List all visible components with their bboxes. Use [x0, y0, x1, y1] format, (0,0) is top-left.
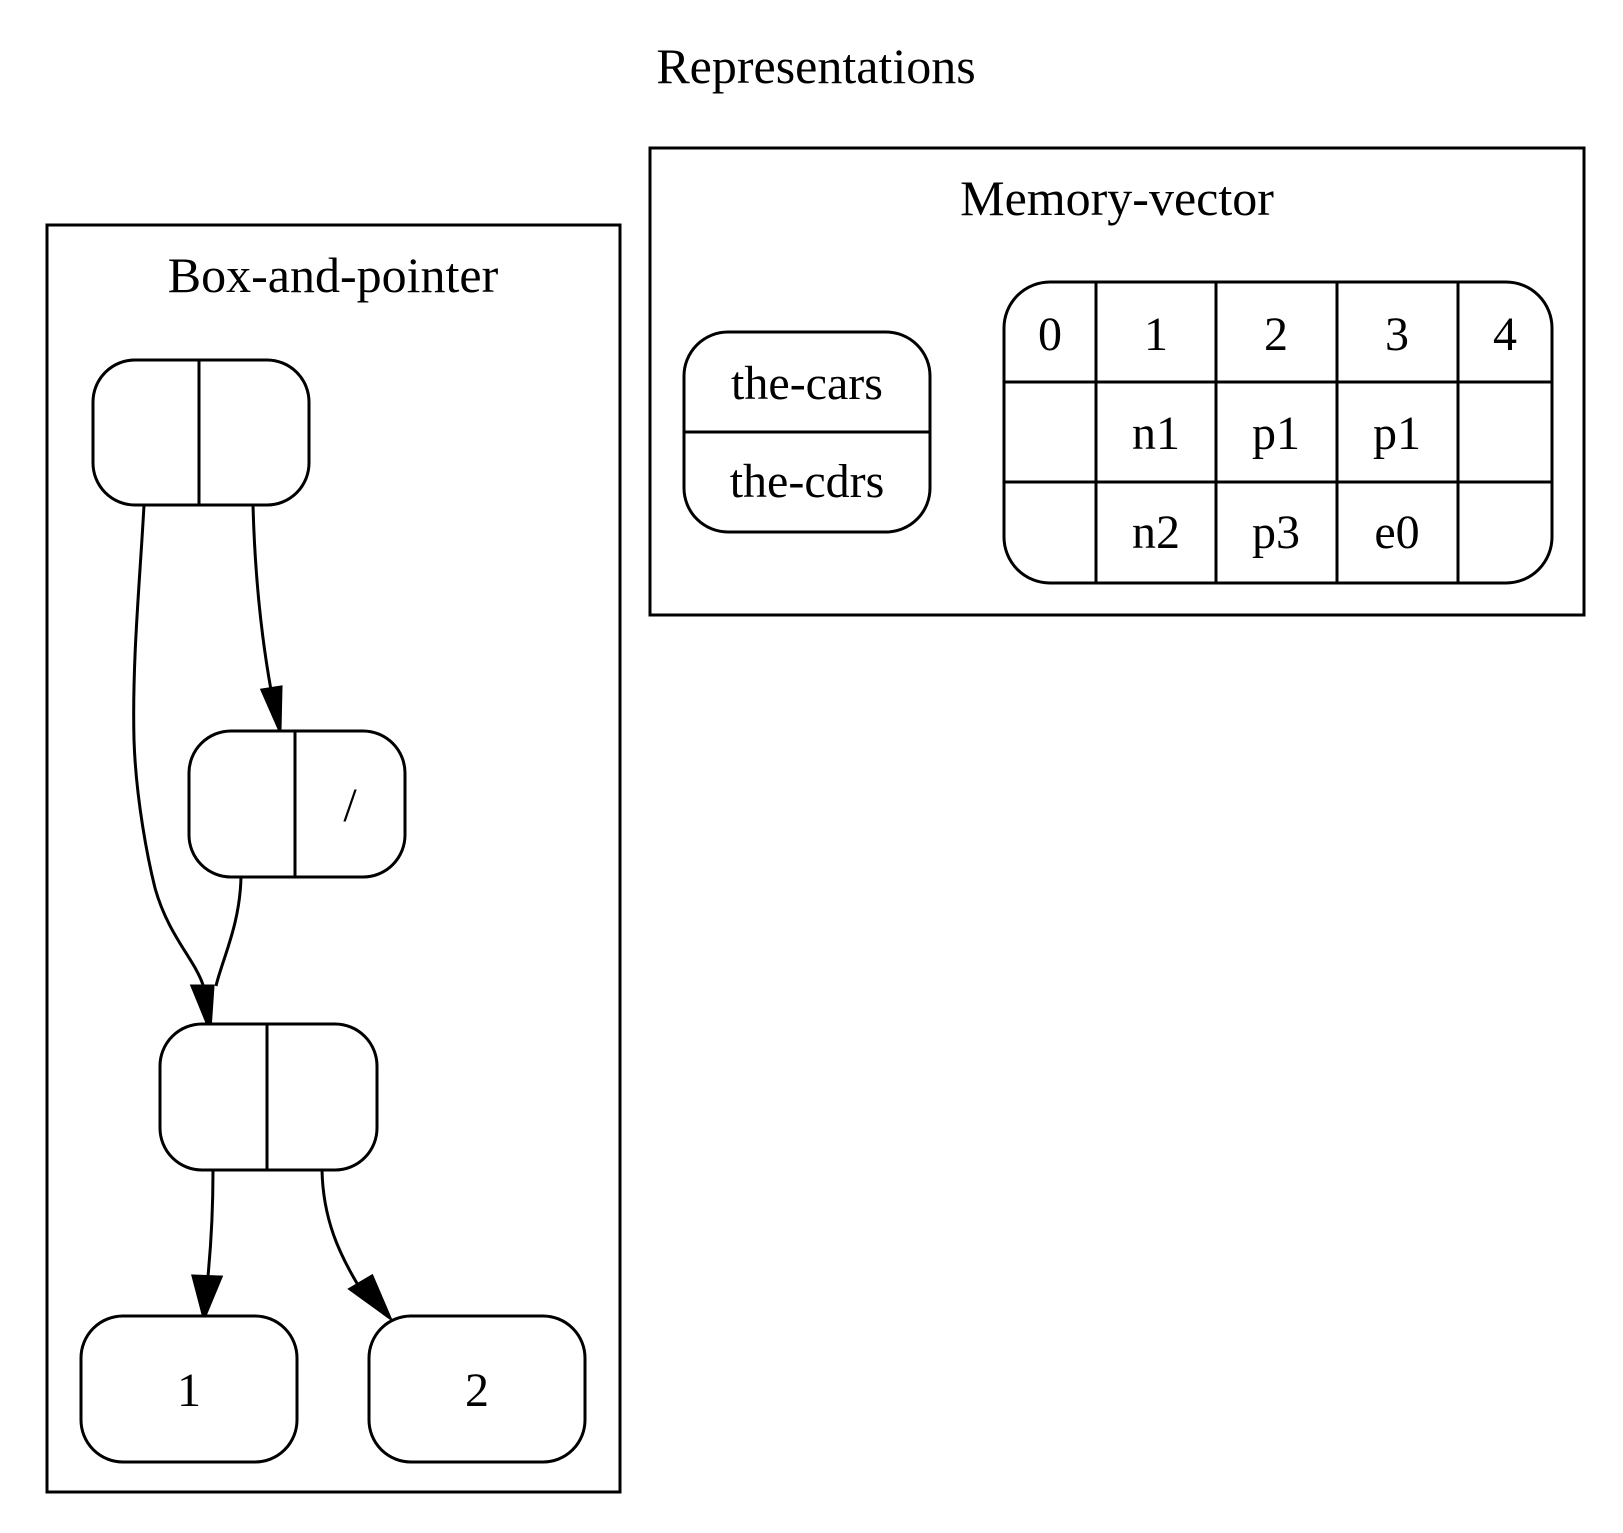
- memory-car-cell: p1: [1252, 407, 1300, 460]
- pair-node-mid-cdr: /: [343, 779, 357, 832]
- cluster-memory-vector-label: Memory-vector: [960, 170, 1274, 226]
- edges: [132, 504, 394, 1323]
- leaf-node-one-box: [79, 1314, 299, 1464]
- leaf-node-one: 1: [79, 1314, 299, 1464]
- memory-index-cell: 4: [1493, 308, 1517, 361]
- edge-low-car-to-leaf-one-arrowhead: [191, 1274, 224, 1323]
- cluster-box-and-pointer: Box-and-pointer: [45, 223, 622, 1494]
- memory-table-outline: [1002, 280, 1554, 585]
- memory-table: 0 1 2 3 4 n1 p1 p1 n2 p3 e0: [1002, 280, 1554, 585]
- edge-low-cdr-to-leaf-two: [320, 1169, 360, 1286]
- memory-index-cell: 1: [1144, 308, 1168, 361]
- edge-low-car-to-leaf-one: [206, 1169, 215, 1277]
- edge-top-cdr-to-mid-arrowhead: [259, 685, 283, 732]
- registers-node: the-cars the-cdrs: [682, 330, 932, 534]
- edge-top-car-to-low-arrowhead: [189, 984, 215, 1031]
- leaf-node-two-label: 2: [465, 1364, 489, 1417]
- memory-cdr-cell: n2: [1132, 506, 1180, 559]
- edge-mid-car-to-low: [214, 876, 243, 987]
- memory-index-cell: 2: [1264, 308, 1288, 361]
- register-the-cars: the-cars: [731, 357, 883, 410]
- register-the-cdrs: the-cdrs: [730, 455, 885, 508]
- cluster-box-and-pointer-label: Box-and-pointer: [168, 247, 499, 303]
- edge-top-car-to-low: [132, 504, 205, 986]
- memory-car-cell: p1: [1373, 407, 1421, 460]
- memory-cdr-cell: p3: [1252, 506, 1300, 559]
- memory-cdr-cell: e0: [1374, 506, 1419, 559]
- leaf-node-two-box: [367, 1314, 587, 1464]
- leaf-node-one-label: 1: [177, 1364, 201, 1417]
- pair-node-mid: /: [187, 729, 407, 879]
- pair-node-top: [91, 358, 311, 507]
- pair-node-top-box: [91, 358, 311, 507]
- pair-node-mid-box: [187, 729, 407, 879]
- leaf-node-two: 2: [367, 1314, 587, 1464]
- memory-index-cell: 3: [1385, 308, 1409, 361]
- edge-low-cdr-to-leaf-two-arrowhead: [347, 1273, 394, 1323]
- edge-top-cdr-to-mid: [251, 504, 273, 691]
- memory-car-cell: n1: [1132, 407, 1180, 460]
- memory-index-cell: 0: [1038, 308, 1062, 361]
- cluster-memory-vector: Memory-vector the-cars the-cdrs: [648, 146, 1586, 617]
- diagram-title: Representations: [656, 38, 975, 94]
- pair-node-low: [158, 1022, 379, 1172]
- cluster-memory-vector-frame: [648, 146, 1586, 617]
- cluster-box-and-pointer-frame: [45, 223, 622, 1494]
